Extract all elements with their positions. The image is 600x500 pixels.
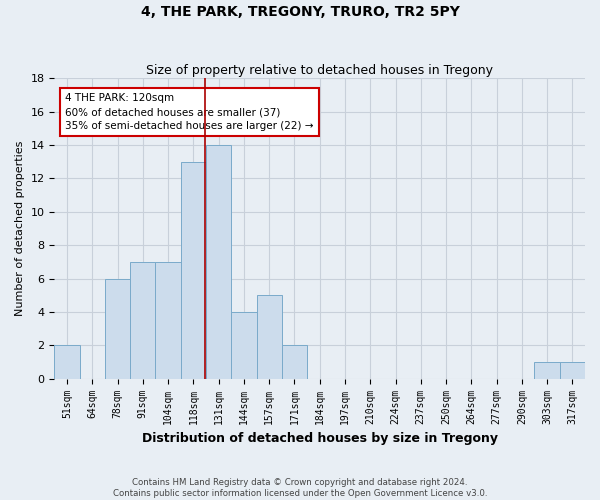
Bar — [130, 262, 155, 378]
Text: Contains HM Land Registry data © Crown copyright and database right 2024.
Contai: Contains HM Land Registry data © Crown c… — [113, 478, 487, 498]
Bar — [231, 312, 257, 378]
Text: 4 THE PARK: 120sqm
60% of detached houses are smaller (37)
35% of semi-detached : 4 THE PARK: 120sqm 60% of detached house… — [65, 93, 314, 131]
Bar — [55, 346, 80, 378]
Bar — [535, 362, 560, 378]
Text: 4, THE PARK, TREGONY, TRURO, TR2 5PY: 4, THE PARK, TREGONY, TRURO, TR2 5PY — [140, 5, 460, 19]
Y-axis label: Number of detached properties: Number of detached properties — [15, 140, 25, 316]
Bar — [560, 362, 585, 378]
Bar — [257, 295, 282, 378]
Bar — [155, 262, 181, 378]
Bar — [181, 162, 206, 378]
Title: Size of property relative to detached houses in Tregony: Size of property relative to detached ho… — [146, 64, 493, 77]
Bar — [206, 145, 231, 378]
Bar — [282, 346, 307, 378]
X-axis label: Distribution of detached houses by size in Tregony: Distribution of detached houses by size … — [142, 432, 498, 445]
Bar — [105, 278, 130, 378]
